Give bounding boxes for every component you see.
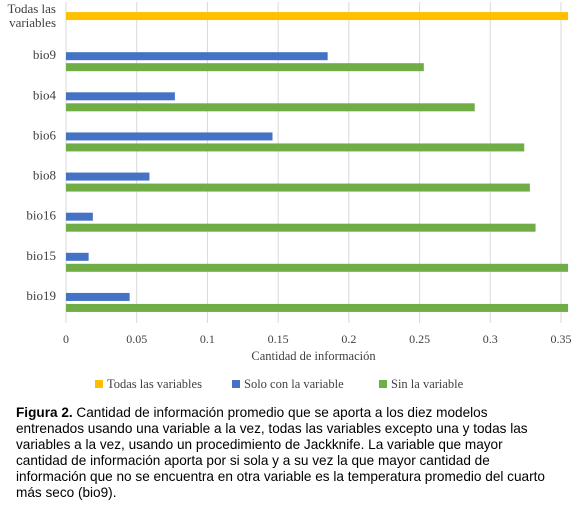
bar-sin-la-variable bbox=[66, 143, 525, 152]
bar-solo-con-la-variable bbox=[66, 172, 150, 181]
x-tick-label: 0.35 bbox=[551, 332, 572, 346]
x-tick-label: 0.25 bbox=[409, 332, 430, 346]
legend-swatch bbox=[379, 380, 387, 388]
bar-solo-con-la-variable bbox=[66, 252, 89, 261]
category-label: bio19 bbox=[26, 288, 56, 303]
category-label: variables bbox=[9, 15, 56, 30]
bar-sin-la-variable bbox=[66, 183, 530, 192]
category-label: bio16 bbox=[26, 208, 56, 223]
category-label: bio6 bbox=[33, 127, 57, 142]
bar-sin-la-variable bbox=[66, 103, 475, 112]
caption-text: Cantidad de información promedio que se … bbox=[16, 405, 545, 500]
bar-solo-con-la-variable bbox=[66, 92, 175, 101]
x-tick-label: 0.15 bbox=[268, 332, 289, 346]
legend-swatch bbox=[232, 380, 240, 388]
bar-sin-la-variable bbox=[66, 263, 569, 272]
bar-sin-la-variable bbox=[66, 63, 424, 72]
category-label: Todas las bbox=[7, 1, 56, 16]
category-label: bio8 bbox=[33, 168, 56, 183]
category-label: bio9 bbox=[33, 47, 56, 62]
legend-swatch bbox=[95, 380, 103, 388]
x-axis-title: Cantidad de información bbox=[251, 349, 376, 363]
x-tick-label: 0.1 bbox=[200, 332, 215, 346]
legend-entry: Todas las variables bbox=[107, 377, 202, 391]
bar-sin-la-variable bbox=[66, 223, 536, 232]
legend-entry: Solo con la variable bbox=[244, 377, 344, 391]
x-tick-label: 0.05 bbox=[126, 332, 147, 346]
bar-solo-con-la-variable bbox=[66, 212, 93, 221]
bar-solo-con-la-variable bbox=[66, 132, 273, 141]
category-label: bio4 bbox=[33, 87, 57, 102]
figure-caption: Figura 2. Cantidad de información promed… bbox=[16, 405, 546, 501]
bar-solo-con-la-variable bbox=[66, 292, 130, 301]
bar-solo-con-la-variable bbox=[66, 52, 328, 61]
caption-label: Figura 2. bbox=[16, 405, 73, 420]
category-label: bio15 bbox=[26, 248, 56, 263]
bar-sin-la-variable bbox=[66, 303, 569, 312]
x-tick-label: 0.2 bbox=[341, 332, 356, 346]
legend-entry: Sin la variable bbox=[391, 377, 464, 391]
bar-todas-las-variables bbox=[66, 12, 569, 21]
x-tick-label: 0 bbox=[63, 332, 69, 346]
chart-container: Todas las variables bio9 bio4 bio6 bio8 bio16 b… bbox=[7, 1, 572, 391]
x-tick-label: 0.3 bbox=[483, 332, 498, 346]
